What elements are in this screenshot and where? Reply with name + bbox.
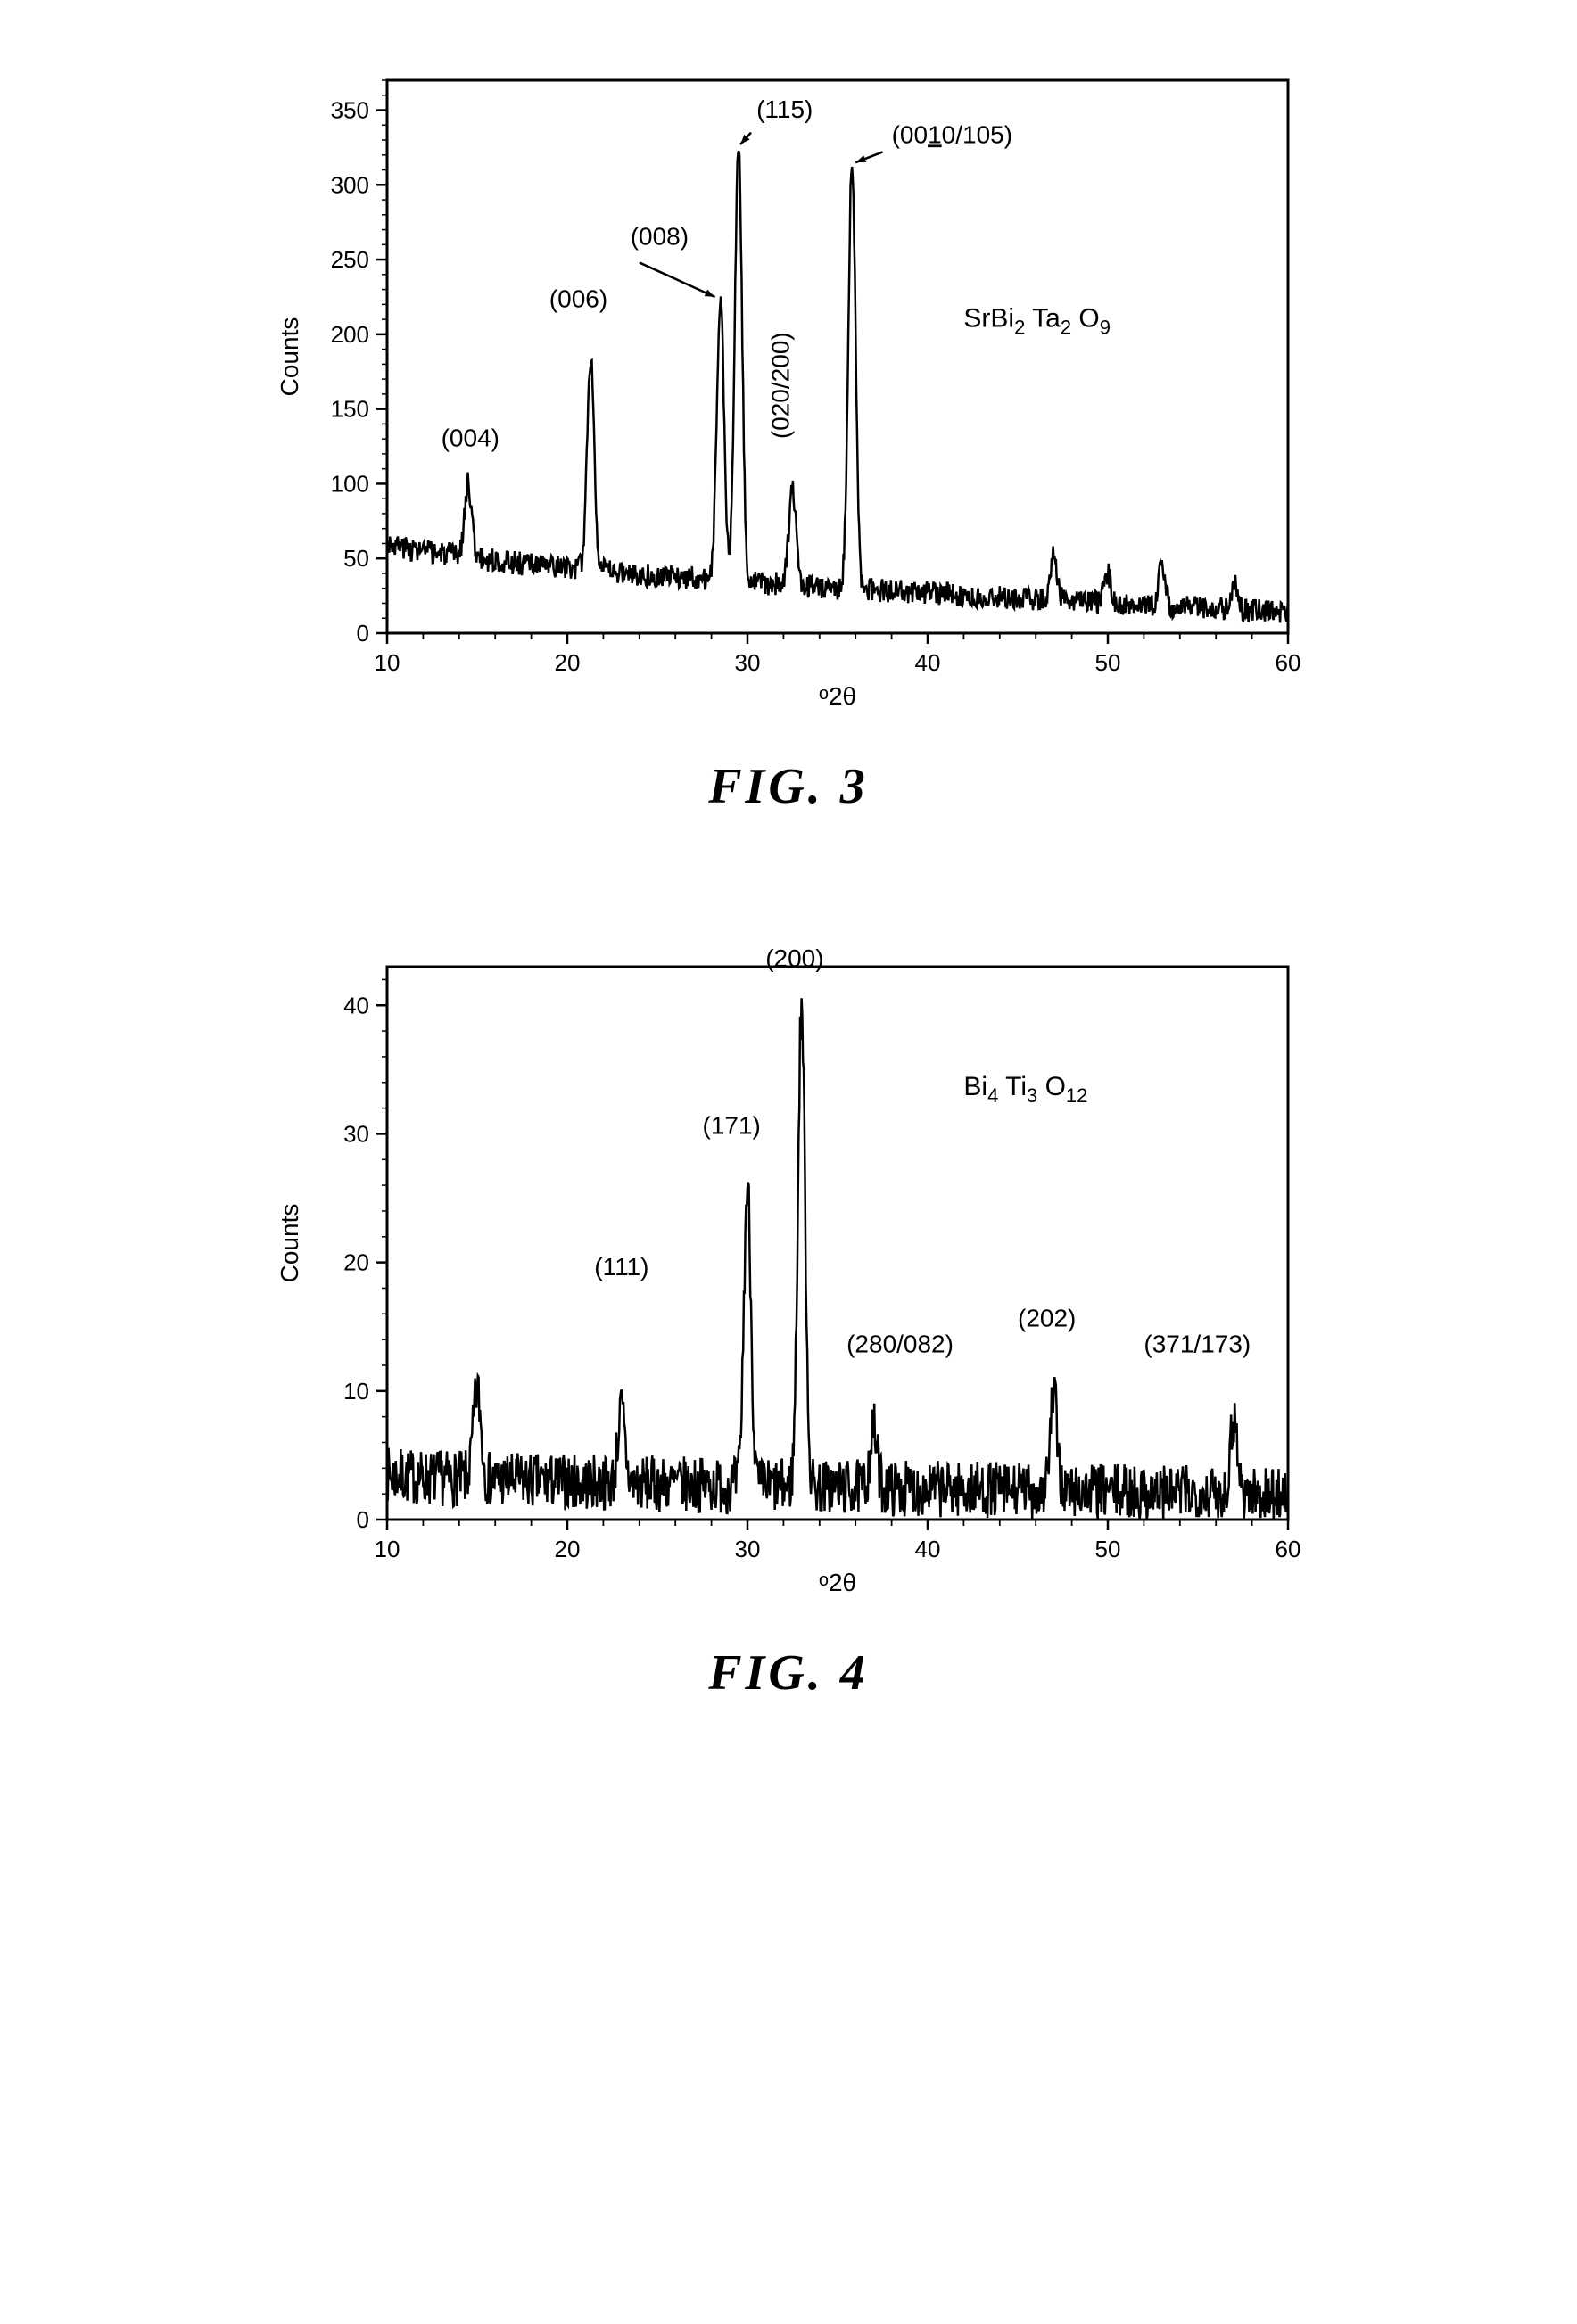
svg-text:20: 20: [343, 1249, 369, 1276]
svg-text:(008): (008): [631, 222, 689, 250]
svg-text:350: 350: [331, 97, 369, 124]
svg-text:(006): (006): [549, 285, 607, 313]
svg-text:(0010/105): (0010/105): [892, 120, 1012, 148]
svg-text:0: 0: [357, 1506, 369, 1533]
svg-text:150: 150: [331, 396, 369, 423]
svg-text:50: 50: [1095, 649, 1121, 676]
svg-text:250: 250: [331, 246, 369, 273]
svg-text:50: 50: [343, 545, 369, 572]
svg-text:200: 200: [331, 321, 369, 348]
svg-text:40: 40: [915, 1536, 941, 1562]
svg-text:50: 50: [1095, 1536, 1121, 1562]
svg-text:10: 10: [375, 649, 400, 676]
svg-text:10: 10: [375, 1536, 400, 1562]
svg-text:(280/082): (280/082): [846, 1331, 954, 1358]
svg-text:0: 0: [357, 620, 369, 647]
figure-3-caption: FIG. 3: [253, 758, 1324, 815]
svg-text:30: 30: [735, 1536, 761, 1562]
figure-3-chart: 10 20 30 40 50 60 0 50 100 150 200 250 300 350 o2θ Coun…: [253, 36, 1324, 731]
figure-4-caption: FIG. 4: [253, 1644, 1324, 1702]
svg-text:Counts: Counts: [276, 1204, 303, 1283]
figure-4-chart: 102030405060010203040o2θCounts(111)(171)…: [253, 922, 1324, 1618]
svg-text:40: 40: [343, 992, 369, 1018]
svg-text:300: 300: [331, 171, 369, 198]
svg-text:(111): (111): [594, 1253, 648, 1281]
svg-text:40: 40: [915, 649, 941, 676]
svg-text:20: 20: [555, 1536, 581, 1562]
svg-text:o2θ: o2θ: [819, 1569, 856, 1596]
figure-3-wrap: 10 20 30 40 50 60 0 50 100 150 200 250 300 350 o2θ Coun…: [253, 36, 1324, 815]
svg-text:Bi4 Ti3 O12: Bi4 Ti3 O12: [963, 1072, 1087, 1107]
svg-text:20: 20: [555, 649, 581, 676]
svg-text:30: 30: [343, 1120, 369, 1147]
svg-text:10: 10: [343, 1378, 369, 1405]
svg-text:(115): (115): [756, 95, 813, 123]
svg-text:o2θ: o2θ: [819, 682, 856, 710]
svg-text:100: 100: [331, 470, 369, 497]
svg-text:(371/173): (371/173): [1144, 1331, 1251, 1358]
svg-text:60: 60: [1276, 1536, 1301, 1562]
svg-text:(202): (202): [1018, 1305, 1076, 1332]
svg-text:(200): (200): [765, 944, 823, 972]
svg-text:SrBi2 Ta2 O9: SrBi2 Ta2 O9: [963, 303, 1111, 338]
svg-text:Counts: Counts: [276, 317, 303, 397]
svg-text:(171): (171): [703, 1111, 761, 1139]
svg-text:60: 60: [1276, 649, 1301, 676]
svg-text:30: 30: [735, 649, 761, 676]
figure-4-wrap: 102030405060010203040o2θCounts(111)(171)…: [253, 922, 1324, 1702]
svg-text:(004): (004): [442, 424, 500, 452]
svg-text:(020/200): (020/200): [766, 332, 794, 439]
